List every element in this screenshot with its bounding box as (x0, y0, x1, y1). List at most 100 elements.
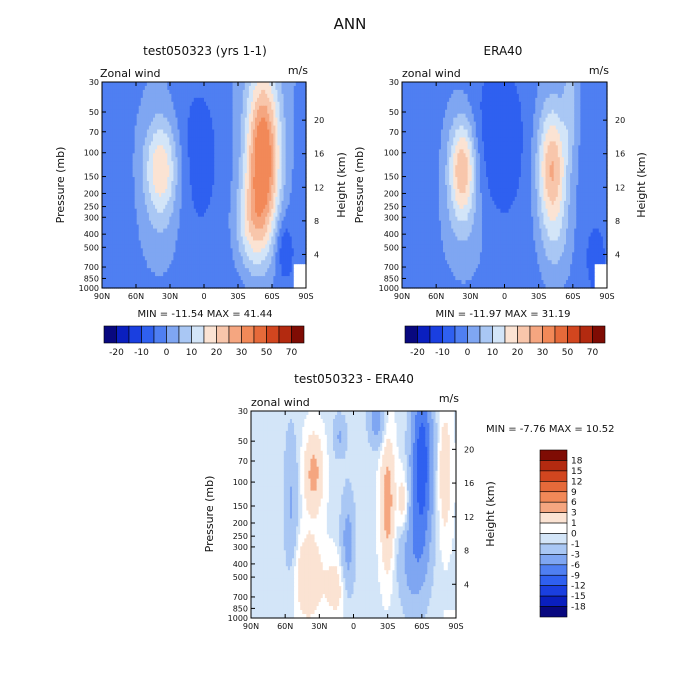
y-right-tick-label: 16 (464, 479, 474, 488)
panel-diff-stats: MIN = -7.76 MAX = 10.52 (486, 424, 615, 435)
colorbar-swatch (178, 325, 192, 344)
colorbar-label: -6 (571, 561, 580, 571)
colorbar-swatch (539, 595, 568, 607)
colorbar-swatch (567, 325, 581, 344)
colorbar-swatch (539, 481, 568, 493)
colorbar-swatch (539, 554, 568, 566)
colorbar-swatch (442, 325, 456, 344)
panel-era-plot: 90N 60N 30N 0 30S 60S 90S 30 50 70 100 150 200 250300… (379, 78, 626, 301)
colorbar-swatch (579, 325, 593, 344)
colorbar-label: 50 (261, 348, 273, 358)
colorbar-swatch (539, 585, 568, 597)
colorbar-label: -12 (571, 582, 586, 592)
colorbar-swatch (539, 449, 568, 461)
y-right-tick-label: 12 (464, 513, 474, 522)
y-tick-label: 200 (84, 189, 99, 198)
y-right-tick-label: 8 (615, 217, 620, 226)
colorbar-swatch (467, 325, 481, 344)
colorbar-swatch (554, 325, 568, 344)
colorbar-label: 50 (562, 348, 574, 358)
colorbar-swatch (417, 325, 431, 344)
y-tick-label: 100 (233, 478, 248, 487)
page-title: ANN (334, 15, 367, 33)
x-tick-label: 0 (502, 292, 507, 301)
colorbar-label: -1 (571, 540, 580, 550)
x-tick-label: 30N (162, 292, 178, 301)
y-tick-label: 500 (233, 573, 248, 582)
x-tick-label: 60S (264, 292, 279, 301)
y-right-tick-label: 16 (615, 150, 625, 159)
x-tick-label: 0 (351, 622, 356, 631)
x-tick-label: 90S (448, 622, 463, 631)
y-tick-label: 250 (233, 532, 248, 541)
colorbar-swatch (592, 325, 606, 344)
y-right-tick-label: 8 (314, 217, 319, 226)
y-tick-label: 200 (233, 519, 248, 528)
panel-test-ylabel: Pressure (mb) (54, 147, 67, 224)
x-tick-label: 90N (94, 292, 110, 301)
colorbar-swatch (128, 325, 142, 344)
panel-era-title: ERA40 (484, 44, 523, 58)
y-tick-label: 400 (384, 230, 399, 239)
y-right-tick-label: 20 (615, 116, 625, 125)
y-tick-label: 150 (384, 173, 399, 182)
colorbar-label: 20 (512, 348, 524, 358)
y-tick-label: 500 (84, 243, 99, 252)
colorbar-swatch (539, 606, 568, 618)
x-tick-label: 90S (599, 292, 614, 301)
x-tick-label: 60N (128, 292, 144, 301)
colorbar-swatch (454, 325, 468, 344)
x-tick-label: 60N (277, 622, 293, 631)
x-tick-label: 30N (462, 292, 478, 301)
panel-test-plot: 90N 60N 30N 0 30S 60S 90S 30 50 70 100 150 200 250300… (79, 78, 325, 301)
colorbar-swatch (228, 325, 242, 344)
y-tick-label: 150 (233, 502, 248, 511)
x-tick-label: 60S (565, 292, 580, 301)
y-tick-label: 100 (84, 149, 99, 158)
colorbar-swatch (479, 325, 493, 344)
colorbar-swatch (539, 564, 568, 576)
y-right-tick-label: 4 (314, 250, 319, 259)
colorbar-label: 3 (571, 509, 577, 519)
panel-diff-subtitle-left: zonal wind (251, 396, 310, 409)
colorbar-label: 9 (571, 488, 577, 498)
y-tick-label: 700 (84, 263, 99, 272)
colorbar-swatch (241, 325, 255, 344)
y-tick-label: 850 (233, 604, 248, 613)
y-right-tick-label: 16 (314, 150, 324, 159)
colorbar-swatch (517, 325, 531, 344)
colorbar-label: 12 (571, 477, 582, 487)
panel-test-subtitle-left: Zonal wind (100, 67, 161, 80)
y-tick-label: 100 (384, 149, 399, 158)
y-tick-label: 70 (389, 128, 399, 137)
panel-era: ERA40 zonal wind m/s 90N 60N 30N 0 30S 60S 90S… (353, 44, 648, 358)
colorbar-label: -3 (571, 550, 580, 560)
y-tick-label: 250 (84, 203, 99, 212)
colorbar-swatch (492, 325, 506, 344)
colorbar-label: 0 (571, 530, 577, 540)
panel-diff-subtitle-right: m/s (439, 392, 459, 405)
panel-test-colorbar: -20 -10 0 10 20 30 50 70 (103, 325, 305, 358)
colorbar-swatch (141, 325, 155, 344)
colorbar-swatch (266, 325, 280, 344)
colorbar-label: -20 (109, 348, 124, 358)
colorbar-label: 1 (571, 519, 577, 529)
colorbar-swatch (216, 325, 230, 344)
panel-diff-title: test050323 - ERA40 (294, 372, 414, 386)
colorbar-label: -10 (134, 348, 149, 358)
y-tick-label: 50 (89, 108, 99, 117)
colorbar-swatch (203, 325, 217, 344)
y-tick-label: 30 (238, 407, 248, 416)
y-tick-label: 50 (389, 108, 399, 117)
colorbar-swatch (539, 470, 568, 482)
y-tick-label: 30 (389, 78, 399, 87)
panel-diff-ylabel: Pressure (mb) (203, 476, 216, 553)
panel-era-subtitle-right: m/s (589, 64, 609, 77)
colorbar-swatch (539, 543, 568, 555)
colorbar-label: 20 (211, 348, 223, 358)
colorbar-label: 10 (487, 348, 499, 358)
colorbar-swatch (539, 491, 568, 503)
panel-era-ylabel-right: Height (km) (635, 152, 648, 218)
colorbar-label: 6 (571, 498, 577, 508)
